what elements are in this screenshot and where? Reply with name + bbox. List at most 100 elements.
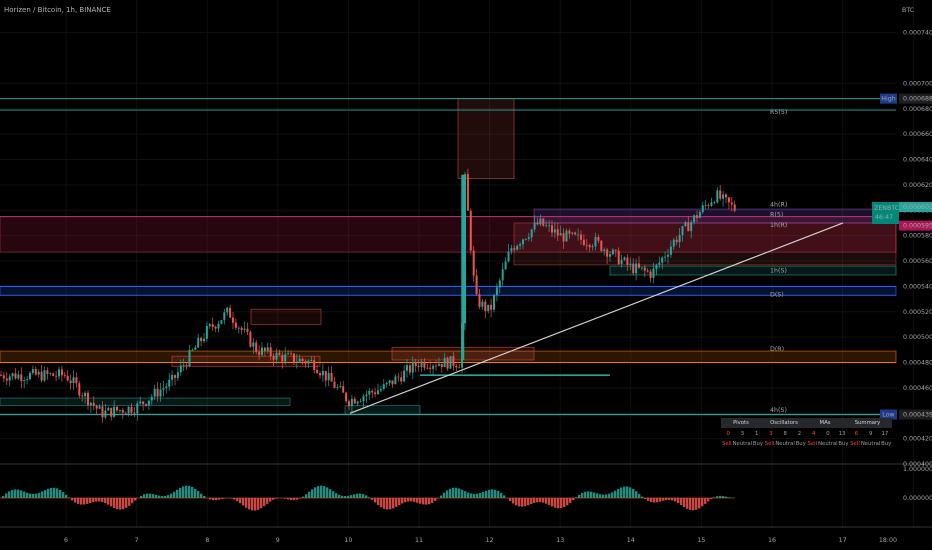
candle-body [110,407,113,417]
candle-body [49,373,52,375]
candle-body [394,376,397,385]
price-zone [344,405,421,415]
candle-body [493,295,495,310]
summary-buy-count: 17 [881,431,889,437]
osc-bar [185,485,188,498]
osc-bar [104,498,107,504]
label-sell: Sell [850,441,860,447]
price-zone [171,355,321,367]
osc-bar [95,498,98,502]
candle-body [368,390,371,395]
osc-bar [632,488,635,498]
osc-bar [518,498,521,507]
osc-bar [662,498,665,501]
candle-body [600,240,603,251]
candle-body [191,349,194,351]
candle-body [455,365,458,368]
candle-body [313,360,316,371]
osc-bar [416,498,419,503]
summary-sell-count: 6 [854,431,859,437]
level-label-r5: R5(5) [770,109,787,116]
candle-body [362,396,365,402]
mas-neutral-count: 0 [826,431,830,437]
osc-bar [587,491,590,498]
osc-bar [359,493,362,498]
osc-bar [596,493,599,498]
osc-bar [62,492,65,498]
candle-body [237,327,240,329]
candle-body [713,202,716,204]
osc-bar [17,489,20,498]
candle-body [411,361,414,373]
candle-body [574,232,577,235]
osc-bar [515,498,518,506]
osc-bar [254,498,257,511]
candle-body [84,392,87,397]
candle-body [423,361,426,368]
osc-bar [500,492,503,498]
summary-header: Summary [843,418,892,428]
candle-body [211,324,214,327]
candle-body [2,375,5,379]
candle-body [452,356,455,366]
candle-body [14,373,17,379]
oscillator-pane [0,463,932,528]
price-axis[interactable]: BTC 0.000740 0.000700 0.000680 0.000660 0.000… [872,7,932,502]
candle-body [571,232,574,234]
candle-body [147,400,150,406]
osc-bar [200,493,203,498]
osc-bar [533,498,536,503]
osc-sell-count: 3 [769,431,773,437]
osc-bar [287,498,290,500]
candle-body [150,396,153,401]
time-axis[interactable]: 6 7 8 9 10 11 12 13 14 15 16 17 18:00 [64,537,897,544]
osc-bar [362,494,365,498]
osc-bar [401,498,404,504]
osc-bar [689,498,692,510]
osc-bar [245,498,248,508]
candle-body [208,324,211,327]
pivots-buy-count: 1 [754,431,759,437]
candle-body [507,251,510,262]
candle-body [348,401,350,406]
osc-bar [146,493,149,498]
candle-body [669,246,672,255]
trend-line[interactable] [349,222,844,414]
osc-bar [560,498,563,509]
osc-bar [443,492,446,498]
osc-bar [302,496,305,498]
price-tick-label: 0.000640 [903,157,932,164]
osc-bar [305,494,308,498]
osc-bar [482,491,485,498]
level-labels: R5(5) 4h(R) R(5) 1h(R) 1h(S) D(S) D(R) 4h(S) [770,109,787,414]
candle-body [475,275,478,295]
candle-body [263,347,266,352]
candle-body [214,326,217,329]
summary-header-row: Pivots Oscillators MAs Summary [721,418,892,428]
candle-body [284,354,287,362]
osc-bar [638,493,641,498]
time-tick-label: 9 [276,537,280,544]
price-tick-label: 0.000620 [903,182,932,189]
osc-bar [581,492,584,498]
candle-body [420,361,423,367]
osc-bar [11,489,14,498]
osc-bar [479,492,482,498]
candle-body [536,222,539,225]
osc-bar [395,498,398,507]
summary-counts-row: 0 3 1 3 8 2 4 0 13 6 9 17 [721,429,892,439]
price-zone [0,397,291,407]
level-label-r3: R(5) [770,212,783,219]
low-badge: Low [882,412,894,419]
osc-bar [458,488,461,498]
osc-bar [521,498,524,507]
candle-body [684,222,687,227]
candle-body [295,361,298,363]
candle-body [617,250,620,265]
candle-body [426,367,429,369]
osc-bar [449,488,452,498]
candle-body [240,327,243,330]
candle-body [5,378,8,381]
candle-body [43,370,46,381]
